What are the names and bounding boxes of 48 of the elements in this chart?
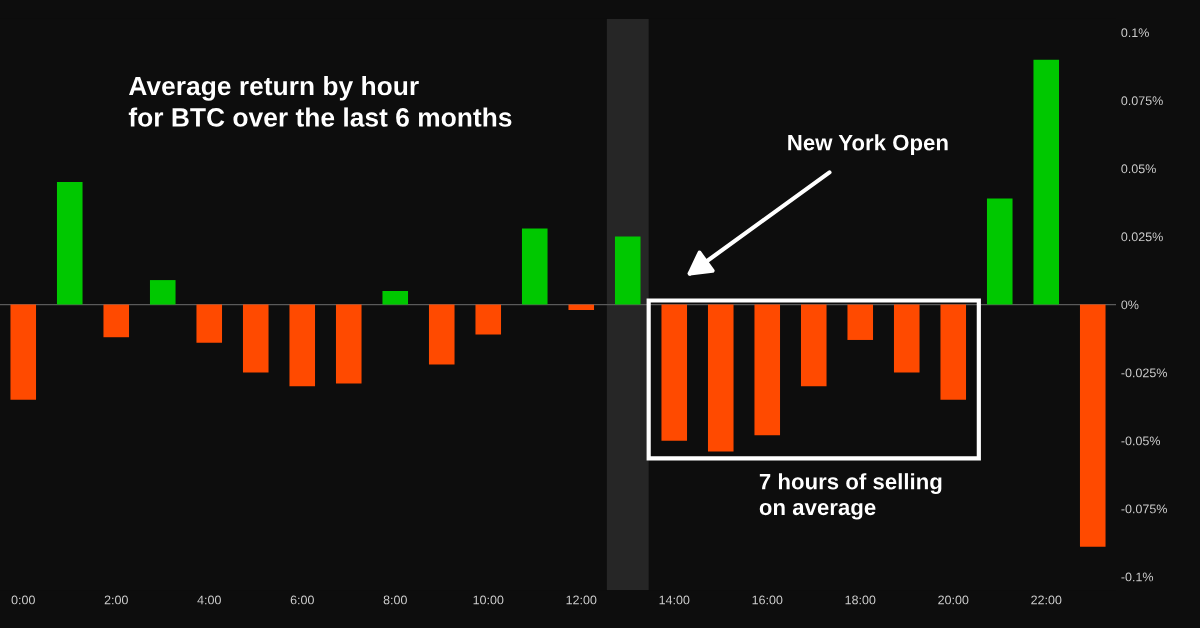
x-tick-label: 4:00 <box>197 595 221 605</box>
bar <box>382 290 409 305</box>
y-tick-label: 0.1% <box>1121 28 1149 38</box>
bar <box>800 304 827 387</box>
bar <box>10 304 37 400</box>
x-tick-label: 0:00 <box>11 595 35 605</box>
bar <box>289 304 316 387</box>
annotation: New York Open <box>788 134 948 155</box>
bar <box>661 304 688 441</box>
bar <box>103 304 130 338</box>
bar <box>149 280 176 305</box>
y-tick-label: -0.1% <box>1121 572 1154 582</box>
x-tick-label: 14:00 <box>659 595 690 605</box>
y-tick-label: -0.075% <box>1121 504 1167 514</box>
y-tick-label: 0% <box>1121 300 1139 310</box>
bar <box>940 304 967 400</box>
x-tick-label: 16:00 <box>752 595 783 605</box>
bar <box>614 236 641 305</box>
x-tick-label: 22:00 <box>1031 595 1062 605</box>
x-tick-label: 8:00 <box>383 595 407 605</box>
bar <box>475 304 502 335</box>
bar <box>568 304 595 311</box>
bar <box>428 304 455 365</box>
y-tick-label: -0.05% <box>1121 436 1161 446</box>
bar <box>196 304 223 343</box>
y-tick-label: -0.025% <box>1121 368 1167 378</box>
bar <box>1079 304 1106 547</box>
annotation: 7 hours of selling on average <box>759 473 942 520</box>
bar <box>242 304 269 373</box>
bar <box>521 228 548 305</box>
x-tick-label: 2:00 <box>104 595 128 605</box>
x-tick-label: 20:00 <box>938 595 969 605</box>
x-tick-label: 12:00 <box>566 595 597 605</box>
bar <box>986 198 1013 305</box>
text: Average return by hour for BTC over the last 6 months <box>128 75 512 127</box>
bar <box>847 304 874 340</box>
bar <box>56 182 83 305</box>
bar <box>707 304 734 452</box>
y-tick-label: 0.05% <box>1121 164 1156 174</box>
bar <box>1033 59 1060 305</box>
bar <box>893 304 920 373</box>
bar <box>754 304 781 436</box>
x-tick-label: 6:00 <box>290 595 314 605</box>
y-tick-label: 0.075% <box>1121 96 1163 106</box>
x-tick-label: 18:00 <box>845 595 876 605</box>
x-tick-label: 10:00 <box>473 595 504 605</box>
y-tick-label: 0.025% <box>1121 232 1163 242</box>
bar <box>335 304 362 384</box>
